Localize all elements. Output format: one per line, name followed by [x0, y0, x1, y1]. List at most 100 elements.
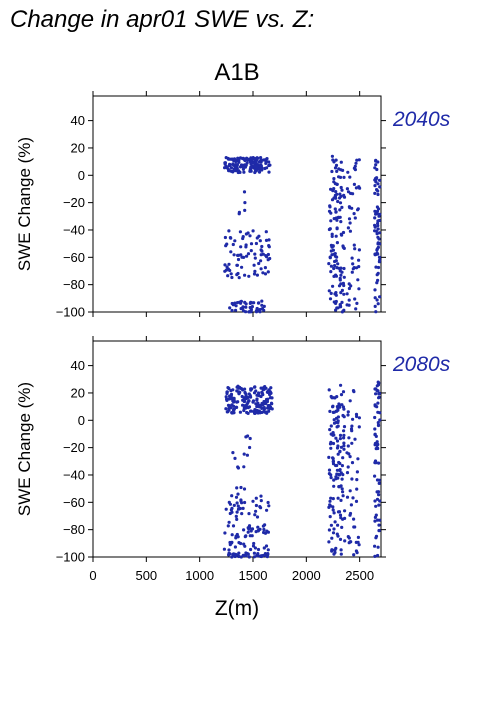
data-point [255, 393, 259, 397]
data-point [377, 218, 381, 223]
data-point [264, 159, 268, 163]
data-point [251, 400, 255, 404]
data-point [347, 436, 351, 440]
data-point [255, 515, 260, 519]
data-point [375, 176, 379, 180]
data-point [351, 262, 355, 266]
data-point [240, 501, 244, 505]
data-point [253, 256, 257, 260]
data-point [263, 166, 267, 171]
data-point [256, 525, 260, 529]
data-point [335, 192, 339, 196]
data-point [351, 417, 355, 421]
data-point [333, 207, 337, 211]
data-point [248, 169, 252, 173]
data-point [263, 531, 268, 535]
data-point [354, 266, 359, 270]
data-point [246, 552, 250, 556]
data-point [376, 192, 380, 197]
data-point [225, 265, 229, 269]
data-point [375, 248, 379, 252]
data-point [224, 395, 228, 399]
data-point [355, 487, 359, 491]
data-point [342, 433, 346, 437]
data-point [232, 552, 236, 556]
data-point [244, 245, 248, 249]
data-point [245, 161, 249, 165]
data-point [260, 249, 264, 253]
data-point [373, 403, 377, 407]
data-point [234, 536, 238, 540]
data-point [236, 253, 240, 257]
data-point [223, 531, 227, 535]
data-point [233, 545, 237, 549]
data-point [329, 473, 333, 477]
data-point [248, 445, 252, 450]
data-point [243, 300, 247, 304]
data-point [253, 269, 257, 273]
data-point [336, 510, 341, 514]
data-point [242, 190, 247, 194]
data-point [267, 409, 271, 413]
data-point [246, 157, 250, 161]
data-point [339, 291, 343, 295]
data-point [258, 411, 262, 415]
data-point [232, 404, 236, 408]
data-point [239, 245, 243, 249]
y-tick-label: 20 [71, 385, 85, 400]
data-point [373, 304, 377, 308]
data-point [345, 292, 349, 296]
data-point [270, 402, 274, 406]
y-axis-label: SWE Change (%) [15, 137, 34, 271]
plot-frame [92, 95, 382, 313]
y-tick-label: 0 [78, 168, 85, 183]
data-point [332, 511, 336, 515]
data-point [350, 424, 354, 428]
data-point [352, 166, 356, 170]
data-point [234, 514, 238, 519]
data-point [260, 299, 264, 303]
data-point [259, 386, 263, 390]
y-tick-label: −80 [63, 522, 85, 537]
y-tick-label: −40 [63, 222, 85, 237]
data-point [247, 399, 251, 403]
data-point [336, 496, 340, 500]
data-point [375, 298, 379, 302]
data-point [352, 182, 356, 186]
data-point [375, 442, 379, 447]
data-point [377, 503, 381, 507]
data-point [331, 431, 335, 435]
data-point [342, 246, 346, 250]
data-point [348, 229, 352, 233]
data-point [336, 419, 340, 423]
data-point [235, 510, 239, 514]
data-point [231, 399, 235, 403]
x-tick-label: 1500 [239, 568, 268, 583]
data-point [262, 400, 266, 404]
data-point [226, 386, 230, 390]
panel-2040s: −100 −80 −60 −40 −20 0 20 40 SWE Change (%) 2040s [15, 91, 451, 320]
data-point [259, 499, 263, 503]
data-point [349, 503, 353, 507]
data-point [347, 298, 351, 302]
data-point [246, 252, 251, 256]
data-point [338, 215, 342, 219]
data-point [338, 513, 343, 517]
data-point [230, 308, 234, 313]
data-point [249, 242, 254, 246]
data-point [375, 212, 379, 216]
data-point [355, 551, 359, 555]
data-point [331, 456, 335, 460]
data-point [231, 451, 235, 455]
data-point [266, 270, 270, 274]
y-tick-label: −100 [56, 550, 85, 565]
data-point [376, 271, 380, 275]
data-point [332, 418, 336, 422]
data-point [340, 270, 344, 274]
data-point [338, 437, 342, 441]
data-point [333, 264, 337, 268]
data-point [342, 429, 346, 433]
data-point [242, 542, 246, 546]
data-point [330, 234, 334, 238]
data-point [328, 442, 333, 446]
